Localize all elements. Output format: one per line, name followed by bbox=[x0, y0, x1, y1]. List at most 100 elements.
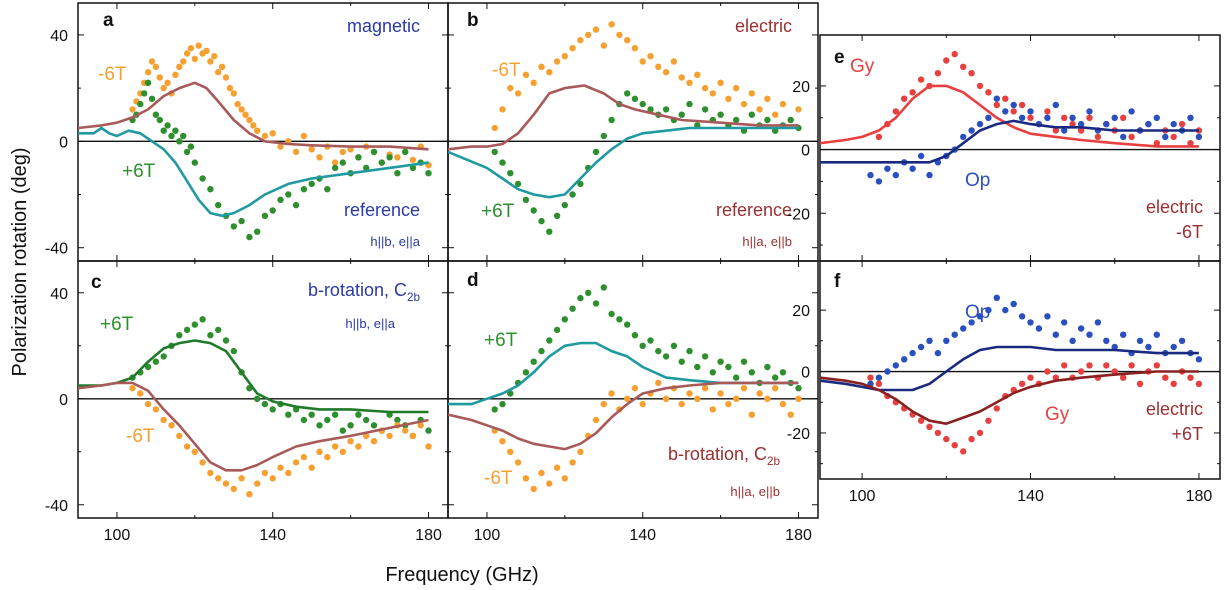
data-point bbox=[976, 313, 984, 320]
data-point bbox=[1052, 127, 1060, 134]
data-point bbox=[577, 37, 584, 44]
data-point bbox=[148, 95, 156, 103]
data-point bbox=[292, 201, 300, 209]
data-point bbox=[499, 400, 506, 408]
data-point bbox=[639, 100, 646, 108]
data-point bbox=[1195, 356, 1203, 363]
data-point bbox=[694, 363, 701, 371]
data-point bbox=[1162, 374, 1169, 381]
annotation: magnetic bbox=[347, 16, 420, 36]
data-point bbox=[1195, 133, 1203, 141]
y-tick-label: 0 bbox=[801, 365, 810, 382]
data-point bbox=[199, 316, 206, 323]
data-point bbox=[592, 26, 600, 33]
data-point bbox=[187, 143, 195, 150]
data-point bbox=[1052, 101, 1060, 109]
data-point bbox=[631, 385, 639, 392]
data-point bbox=[1187, 374, 1194, 381]
data-point bbox=[655, 379, 662, 387]
data-point bbox=[546, 337, 553, 344]
data-point bbox=[308, 411, 315, 418]
data-point bbox=[180, 132, 187, 140]
data-point bbox=[1044, 114, 1051, 122]
series-line bbox=[448, 341, 799, 406]
data-point bbox=[1027, 114, 1034, 122]
annotation: h||b, e||a bbox=[370, 234, 420, 249]
data-point bbox=[1018, 313, 1026, 320]
data-point bbox=[733, 84, 740, 92]
data-point bbox=[316, 448, 323, 455]
data-point bbox=[756, 106, 763, 113]
annotation-text: h||b, e||a bbox=[370, 234, 420, 249]
data-point bbox=[530, 485, 537, 493]
data-point bbox=[176, 63, 183, 70]
data-point bbox=[993, 101, 1000, 109]
data-point bbox=[1018, 380, 1026, 387]
data-point bbox=[370, 148, 378, 156]
data-point bbox=[522, 475, 530, 482]
y-tick-label: 0 bbox=[801, 143, 810, 160]
data-point bbox=[600, 284, 607, 291]
data-point bbox=[1027, 374, 1034, 381]
data-point bbox=[686, 347, 693, 355]
data-point bbox=[137, 100, 144, 108]
data-point bbox=[538, 469, 545, 477]
data-point bbox=[943, 57, 950, 64]
annotation-text: h||b, e||a bbox=[345, 316, 395, 331]
data-point bbox=[1187, 114, 1194, 122]
data-point bbox=[183, 326, 191, 334]
data-point bbox=[1010, 101, 1017, 109]
data-point bbox=[1002, 95, 1009, 102]
data-point bbox=[901, 95, 908, 102]
data-point bbox=[234, 100, 241, 108]
data-point bbox=[324, 186, 331, 193]
data-point bbox=[764, 116, 771, 124]
data-point bbox=[292, 459, 300, 466]
panel-label: f bbox=[834, 271, 841, 292]
data-point bbox=[324, 416, 331, 424]
annotation-text: -6T bbox=[1176, 222, 1203, 242]
annotation: reference bbox=[716, 200, 792, 220]
data-point bbox=[499, 106, 506, 113]
data-point bbox=[917, 343, 925, 351]
data-point bbox=[1187, 140, 1194, 147]
data-point bbox=[909, 165, 916, 172]
data-point bbox=[1094, 133, 1102, 141]
data-point bbox=[261, 132, 269, 140]
data-point bbox=[709, 369, 716, 376]
data-point bbox=[141, 90, 148, 97]
data-point bbox=[1061, 319, 1068, 326]
data-point bbox=[647, 337, 654, 344]
data-point bbox=[1128, 133, 1135, 141]
data-point bbox=[884, 368, 891, 375]
data-point bbox=[308, 464, 315, 471]
data-point bbox=[425, 427, 432, 434]
data-point bbox=[1086, 114, 1093, 122]
data-point bbox=[292, 148, 300, 156]
data-point bbox=[491, 148, 498, 156]
x-tick-label: 180 bbox=[415, 527, 442, 544]
data-point bbox=[662, 69, 670, 76]
y-tick-label: -40 bbox=[45, 498, 68, 515]
data-point bbox=[725, 95, 732, 103]
data-point bbox=[884, 165, 891, 172]
data-point bbox=[522, 71, 530, 79]
data-point bbox=[176, 332, 183, 339]
data-point bbox=[577, 294, 584, 302]
data-point bbox=[985, 417, 992, 424]
data-point bbox=[561, 201, 568, 209]
data-point bbox=[993, 294, 1000, 301]
data-point bbox=[331, 411, 339, 418]
data-point bbox=[892, 108, 899, 115]
data-point bbox=[1128, 362, 1135, 369]
data-point bbox=[976, 120, 984, 128]
annotation: h||a, e||b bbox=[742, 234, 792, 249]
data-point bbox=[1136, 337, 1144, 344]
plot-area bbox=[820, 50, 1203, 185]
data-point bbox=[152, 63, 160, 70]
data-point bbox=[238, 106, 245, 113]
data-point bbox=[1044, 368, 1051, 375]
series-label: Gy bbox=[850, 56, 875, 77]
data-point bbox=[624, 90, 631, 97]
data-point bbox=[740, 385, 748, 392]
